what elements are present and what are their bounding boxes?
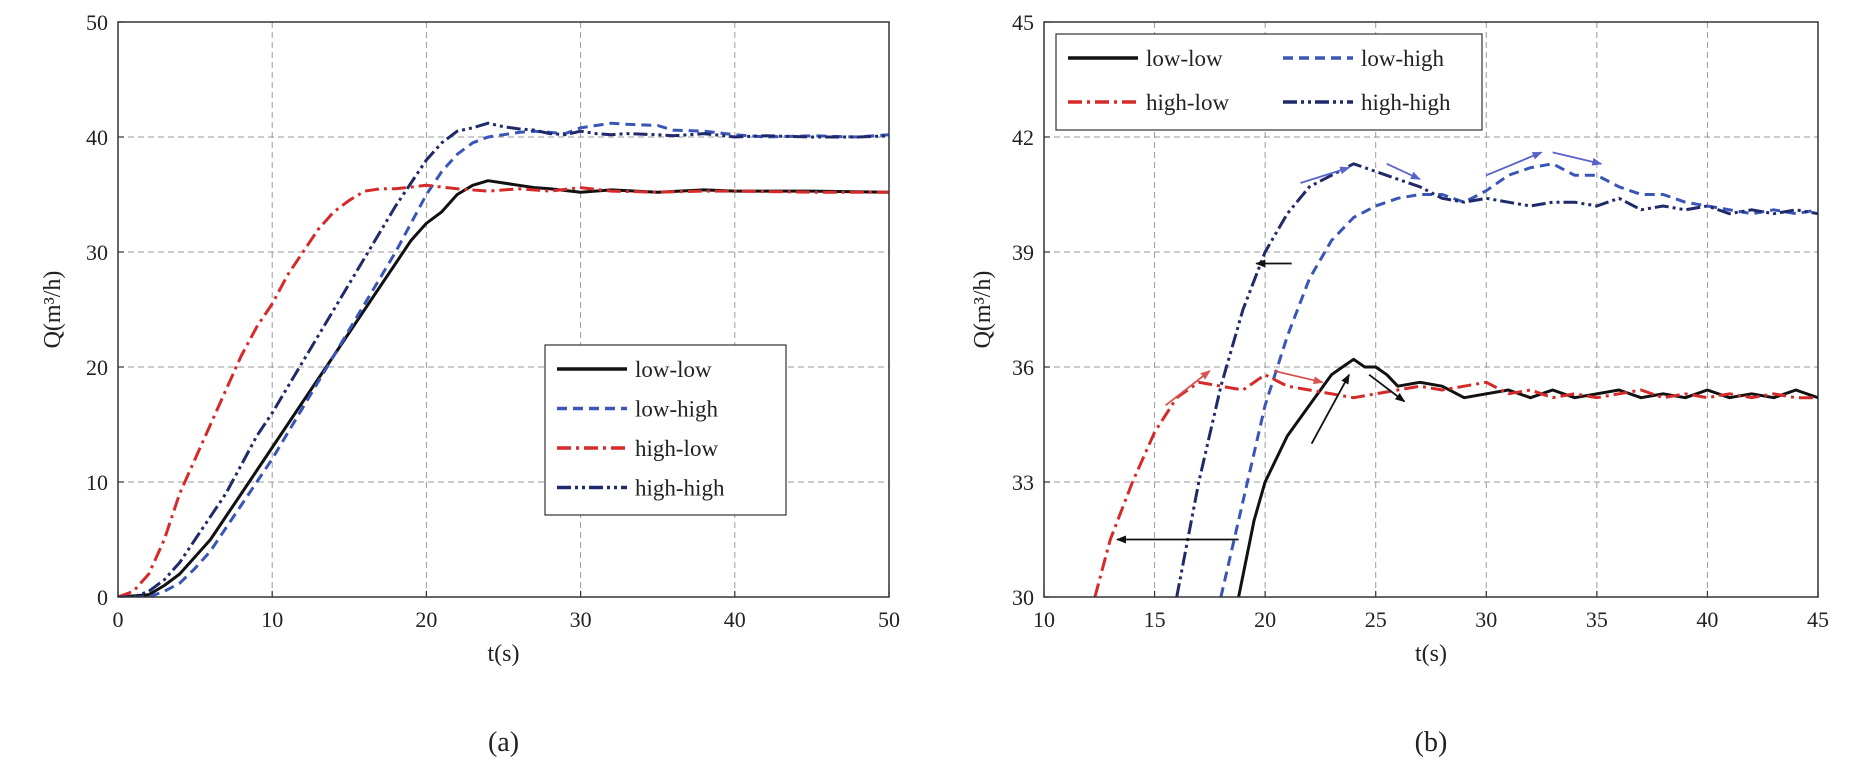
panel-b-legend-label-low-high: low-high <box>1361 46 1445 71</box>
panel-b-series-high-low <box>1093 373 1818 597</box>
panel-b-xtick-label: 30 <box>1475 607 1497 632</box>
panel-b-series-low-low <box>1237 357 1818 597</box>
panel-b-xtick-label: 25 <box>1365 607 1387 632</box>
panel-b-series-high-high <box>1175 162 1818 597</box>
panel-b-xtick-label: 45 <box>1807 607 1829 632</box>
panel-a-ytick-label: 30 <box>86 240 108 265</box>
panel-b-xtick-label: 40 <box>1696 607 1718 632</box>
panel-b-annotation-arrow <box>1485 151 1543 177</box>
panel-b-legend: low-low low-high high-low high-high <box>1055 33 1483 131</box>
panel-b-plot-frame <box>1043 21 1819 598</box>
panel-b-ytick-label: 36 <box>1012 355 1034 380</box>
panel-b-annotation-arrow <box>1273 369 1324 385</box>
panel-b-y-axis-label: Q(m³/h) <box>970 271 996 349</box>
panel-a-y-axis-label: Q(m³/h) <box>40 271 66 349</box>
panel-b-legend-box <box>1055 33 1483 131</box>
panel-a-plot-frame <box>117 21 890 598</box>
panel-b-ytick-label: 45 <box>1012 10 1034 35</box>
panel-b-series-low-high <box>1219 162 1818 597</box>
panel-b-ytick-label: 30 <box>1012 585 1034 610</box>
panel-a-legend: low-low low-high high-low high-high <box>544 344 787 516</box>
panel-a-legend-box <box>544 344 787 516</box>
panel-b-xtick-label: 10 <box>1033 607 1055 632</box>
panel-a-xtick-label: 0 <box>113 607 124 632</box>
panel-b-annotations <box>1115 151 1603 544</box>
panel-a-legend-label-low-low: low-low <box>635 357 712 382</box>
panel-a-ytick-label: 50 <box>86 10 108 35</box>
panel-a-series-high-low <box>118 183 889 597</box>
panel-b-legend-label-high-low: high-low <box>1146 90 1229 115</box>
panel-b-annotation-arrow <box>1552 151 1603 166</box>
panel-b-xtick-label: 15 <box>1144 607 1166 632</box>
panel-b-ytick-label: 42 <box>1012 125 1034 150</box>
panel-b-legend-label-high-high: high-high <box>1361 90 1451 115</box>
panel-b-annotation-arrow <box>1300 166 1351 184</box>
panel-a-series-low-high <box>118 121 889 597</box>
panel-b-ytick-label: 33 <box>1012 470 1034 495</box>
panel-b-legend-label-low-low: low-low <box>1146 46 1223 71</box>
panel-b-xtick-label: 20 <box>1254 607 1276 632</box>
panel-b: 10 15 20 25 30 35 40 45 30 33 36 39 42 45 Q(m³/h) t(s… <box>970 10 1829 758</box>
panel-a-xtick-label: 50 <box>878 607 900 632</box>
panel-b-ytick-label: 39 <box>1012 240 1034 265</box>
panel-a-xtick-label: 40 <box>724 607 746 632</box>
panel-a-legend-label-high-low: high-low <box>635 436 718 461</box>
panel-a-ticks: 0 10 20 30 40 50 0 10 20 30 40 50 <box>86 10 900 632</box>
panel-b-annotation-arrow <box>1165 370 1211 407</box>
panel-b-annotation-arrow <box>1386 163 1421 180</box>
panel-a-ytick-label: 20 <box>86 355 108 380</box>
panel-b-series <box>1093 162 1818 597</box>
panel-b-label: (b) <box>1415 727 1448 758</box>
panel-a-ytick-label: 0 <box>97 585 108 610</box>
panel-a-label: (a) <box>488 727 519 758</box>
panel-a-ytick-label: 40 <box>86 125 108 150</box>
panel-a: 0 10 20 30 40 50 0 10 20 30 40 50 Q(m³/h) t(s) low-… <box>40 10 900 758</box>
panel-a-series-high-high <box>118 121 889 597</box>
panel-a-legend-label-high-high: high-high <box>635 476 725 501</box>
panel-b-xtick-label: 35 <box>1586 607 1608 632</box>
panel-a-series <box>118 121 889 597</box>
panel-a-ytick-label: 10 <box>86 470 108 495</box>
panel-b-annotation-arrow <box>1368 373 1406 403</box>
panel-a-xtick-label: 30 <box>570 607 592 632</box>
panel-b-ticks: 10 15 20 25 30 35 40 45 30 33 36 39 42 45 <box>1012 10 1829 632</box>
panel-a-xtick-label: 10 <box>261 607 283 632</box>
panel-b-x-axis-label: t(s) <box>1415 641 1447 667</box>
panel-a-x-axis-label: t(s) <box>488 641 520 667</box>
panel-b-annotation-arrow <box>1310 373 1350 445</box>
panel-a-legend-label-low-high: low-high <box>635 397 719 422</box>
panel-a-xtick-label: 20 <box>415 607 437 632</box>
